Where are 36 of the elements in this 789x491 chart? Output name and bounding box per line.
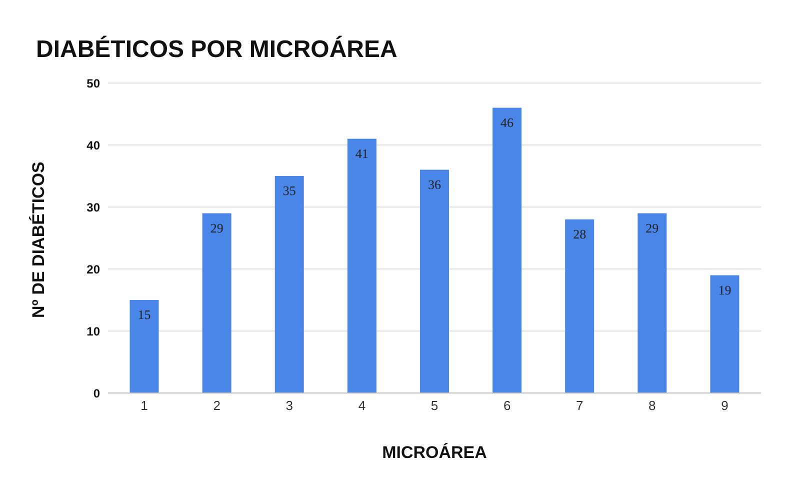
y-tick-label: 40 — [86, 138, 100, 152]
data-label: 28 — [573, 226, 586, 242]
y-tick-label: 0 — [93, 386, 100, 400]
y-tick-label: 20 — [86, 262, 100, 276]
bar — [347, 138, 376, 393]
data-label: 29 — [210, 220, 224, 236]
x-tick-label: 2 — [213, 398, 220, 414]
bar — [274, 176, 304, 393]
x-tick-label: 7 — [576, 398, 584, 414]
data-label: 29 — [646, 220, 659, 236]
chart-title: DIABÉTICOS POR MICROÁREA — [36, 36, 398, 64]
bar — [420, 170, 449, 393]
data-label: 35 — [282, 183, 296, 198]
x-tick-label: 5 — [430, 398, 438, 414]
bar — [492, 108, 522, 393]
bar — [130, 300, 159, 393]
data-label: 19 — [718, 282, 732, 298]
bar — [638, 213, 667, 393]
y-tick-label: 30 — [86, 200, 100, 214]
y-tick-label: 50 — [86, 76, 100, 90]
y-axis-title: Nº DE DIABÉTICOS — [28, 162, 48, 318]
data-label: 15 — [138, 307, 151, 322]
x-tick-label: 6 — [503, 398, 511, 414]
x-axis-title: MICROÁREA — [382, 442, 487, 462]
y-tick-label: 10 — [86, 324, 100, 338]
x-tick-label: 3 — [286, 398, 294, 414]
x-tick-label: 8 — [648, 398, 656, 414]
x-tick-label: 1 — [140, 398, 148, 414]
data-label: 46 — [500, 115, 514, 130]
x-tick-label: 9 — [721, 398, 728, 414]
data-label: 36 — [428, 177, 442, 192]
x-tick-label: 4 — [358, 398, 366, 414]
bar — [202, 213, 232, 393]
bar — [565, 219, 594, 393]
data-label: 41 — [355, 146, 368, 162]
bar — [710, 275, 740, 393]
